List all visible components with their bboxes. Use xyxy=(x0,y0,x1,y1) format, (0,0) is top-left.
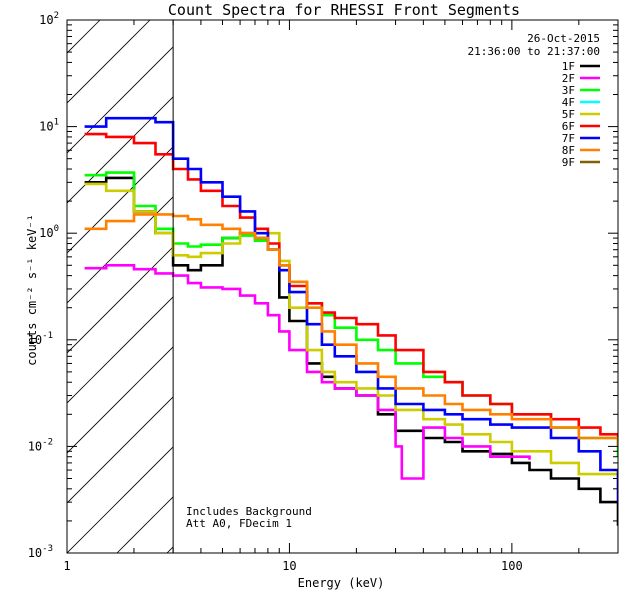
hatch-line xyxy=(67,346,174,454)
hatch-line xyxy=(67,20,151,104)
y-tick-label: 101 xyxy=(39,118,59,134)
hatch-line xyxy=(617,20,640,553)
legend-label-5F: 5F xyxy=(562,108,575,121)
series-line-6F xyxy=(84,132,618,438)
x-tick-label: 1 xyxy=(63,559,70,573)
legend-label-8F: 8F xyxy=(562,144,575,157)
hatch-line xyxy=(67,396,174,504)
legend-label-2F: 2F xyxy=(562,72,575,85)
legend-label-3F: 3F xyxy=(562,84,575,97)
hatch-line xyxy=(67,96,174,204)
time-range-label: 21:36:00 to 21:37:00 xyxy=(468,45,600,58)
y-tick-label: 10-2 xyxy=(28,437,53,453)
series-line-2F xyxy=(84,264,531,480)
hatch-line xyxy=(67,46,174,154)
x-tick-label: 100 xyxy=(501,559,523,573)
hatched-region xyxy=(67,20,640,553)
x-axis-label: Energy (keV) xyxy=(298,576,385,590)
legend-label-7F: 7F xyxy=(562,132,575,145)
hatch-line xyxy=(67,20,101,54)
y-tick-label: 100 xyxy=(39,224,59,240)
y-tick-label: 102 xyxy=(39,11,59,27)
annotation-attenuator: Att A0, FDecim 1 xyxy=(186,517,292,530)
hatch-line xyxy=(67,246,174,354)
hatch-line xyxy=(67,446,174,553)
legend-label-4F: 4F xyxy=(562,96,575,109)
date-label: 26-Oct-2015 xyxy=(527,32,600,45)
plot-frame xyxy=(66,19,619,554)
legend-label-6F: 6F xyxy=(562,120,575,133)
series-line-7F xyxy=(84,116,618,503)
hatch-line xyxy=(67,196,174,304)
chart-title: Count Spectra for RHESSI Front Segments xyxy=(168,1,520,19)
series-layer xyxy=(84,116,618,526)
x-tick-label: 10 xyxy=(282,559,296,573)
y-axis-label: counts cm⁻² s⁻¹ keV⁻¹ xyxy=(25,214,39,366)
y-tick-label: 10-3 xyxy=(28,544,53,560)
hatch-line xyxy=(67,146,174,254)
legend-label-1F: 1F xyxy=(562,60,575,73)
annotation-background: Includes Background xyxy=(186,505,312,518)
series-line-5F xyxy=(84,182,618,489)
legend-label-9F: 9F xyxy=(562,156,575,169)
series-line-8F xyxy=(84,213,618,447)
